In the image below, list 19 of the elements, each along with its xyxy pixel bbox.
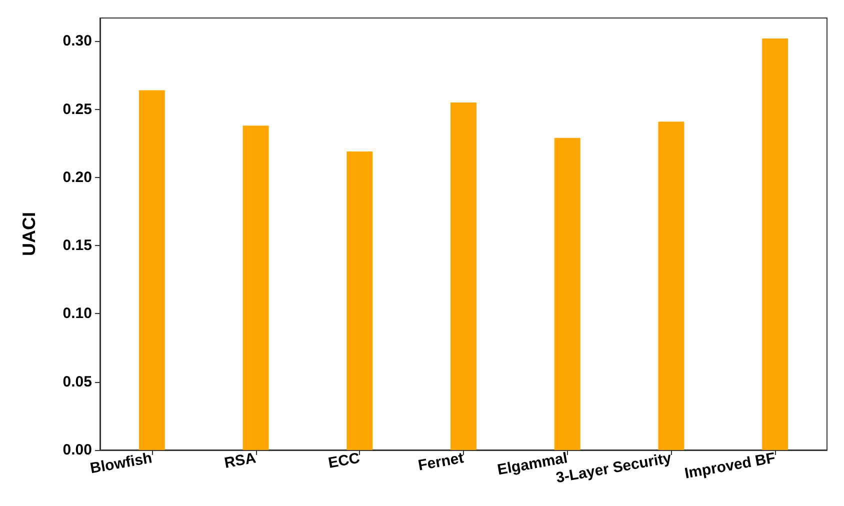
x-tick-label: ECC bbox=[326, 450, 362, 472]
bar bbox=[450, 102, 476, 450]
bar bbox=[346, 152, 373, 450]
x-tick-label: Fernet bbox=[416, 450, 465, 474]
x-tick-label: RSA bbox=[223, 450, 258, 472]
y-tick-label: 0.10 bbox=[62, 305, 92, 322]
y-tick-label: 0.00 bbox=[62, 442, 92, 458]
bar bbox=[554, 138, 580, 450]
bar bbox=[242, 126, 269, 450]
y-tick-label: 0.15 bbox=[62, 237, 92, 254]
bar bbox=[762, 38, 788, 450]
x-tick-label: Improved BF bbox=[683, 450, 777, 482]
y-tick-label: 0.25 bbox=[62, 100, 92, 118]
bar bbox=[138, 90, 165, 450]
y-tick-label: 0.30 bbox=[62, 32, 92, 50]
y-tick-label: 0.05 bbox=[62, 373, 92, 390]
bar bbox=[658, 122, 684, 450]
y-axis-title: UACI bbox=[19, 212, 39, 256]
y-tick-label: 0.20 bbox=[62, 168, 92, 186]
